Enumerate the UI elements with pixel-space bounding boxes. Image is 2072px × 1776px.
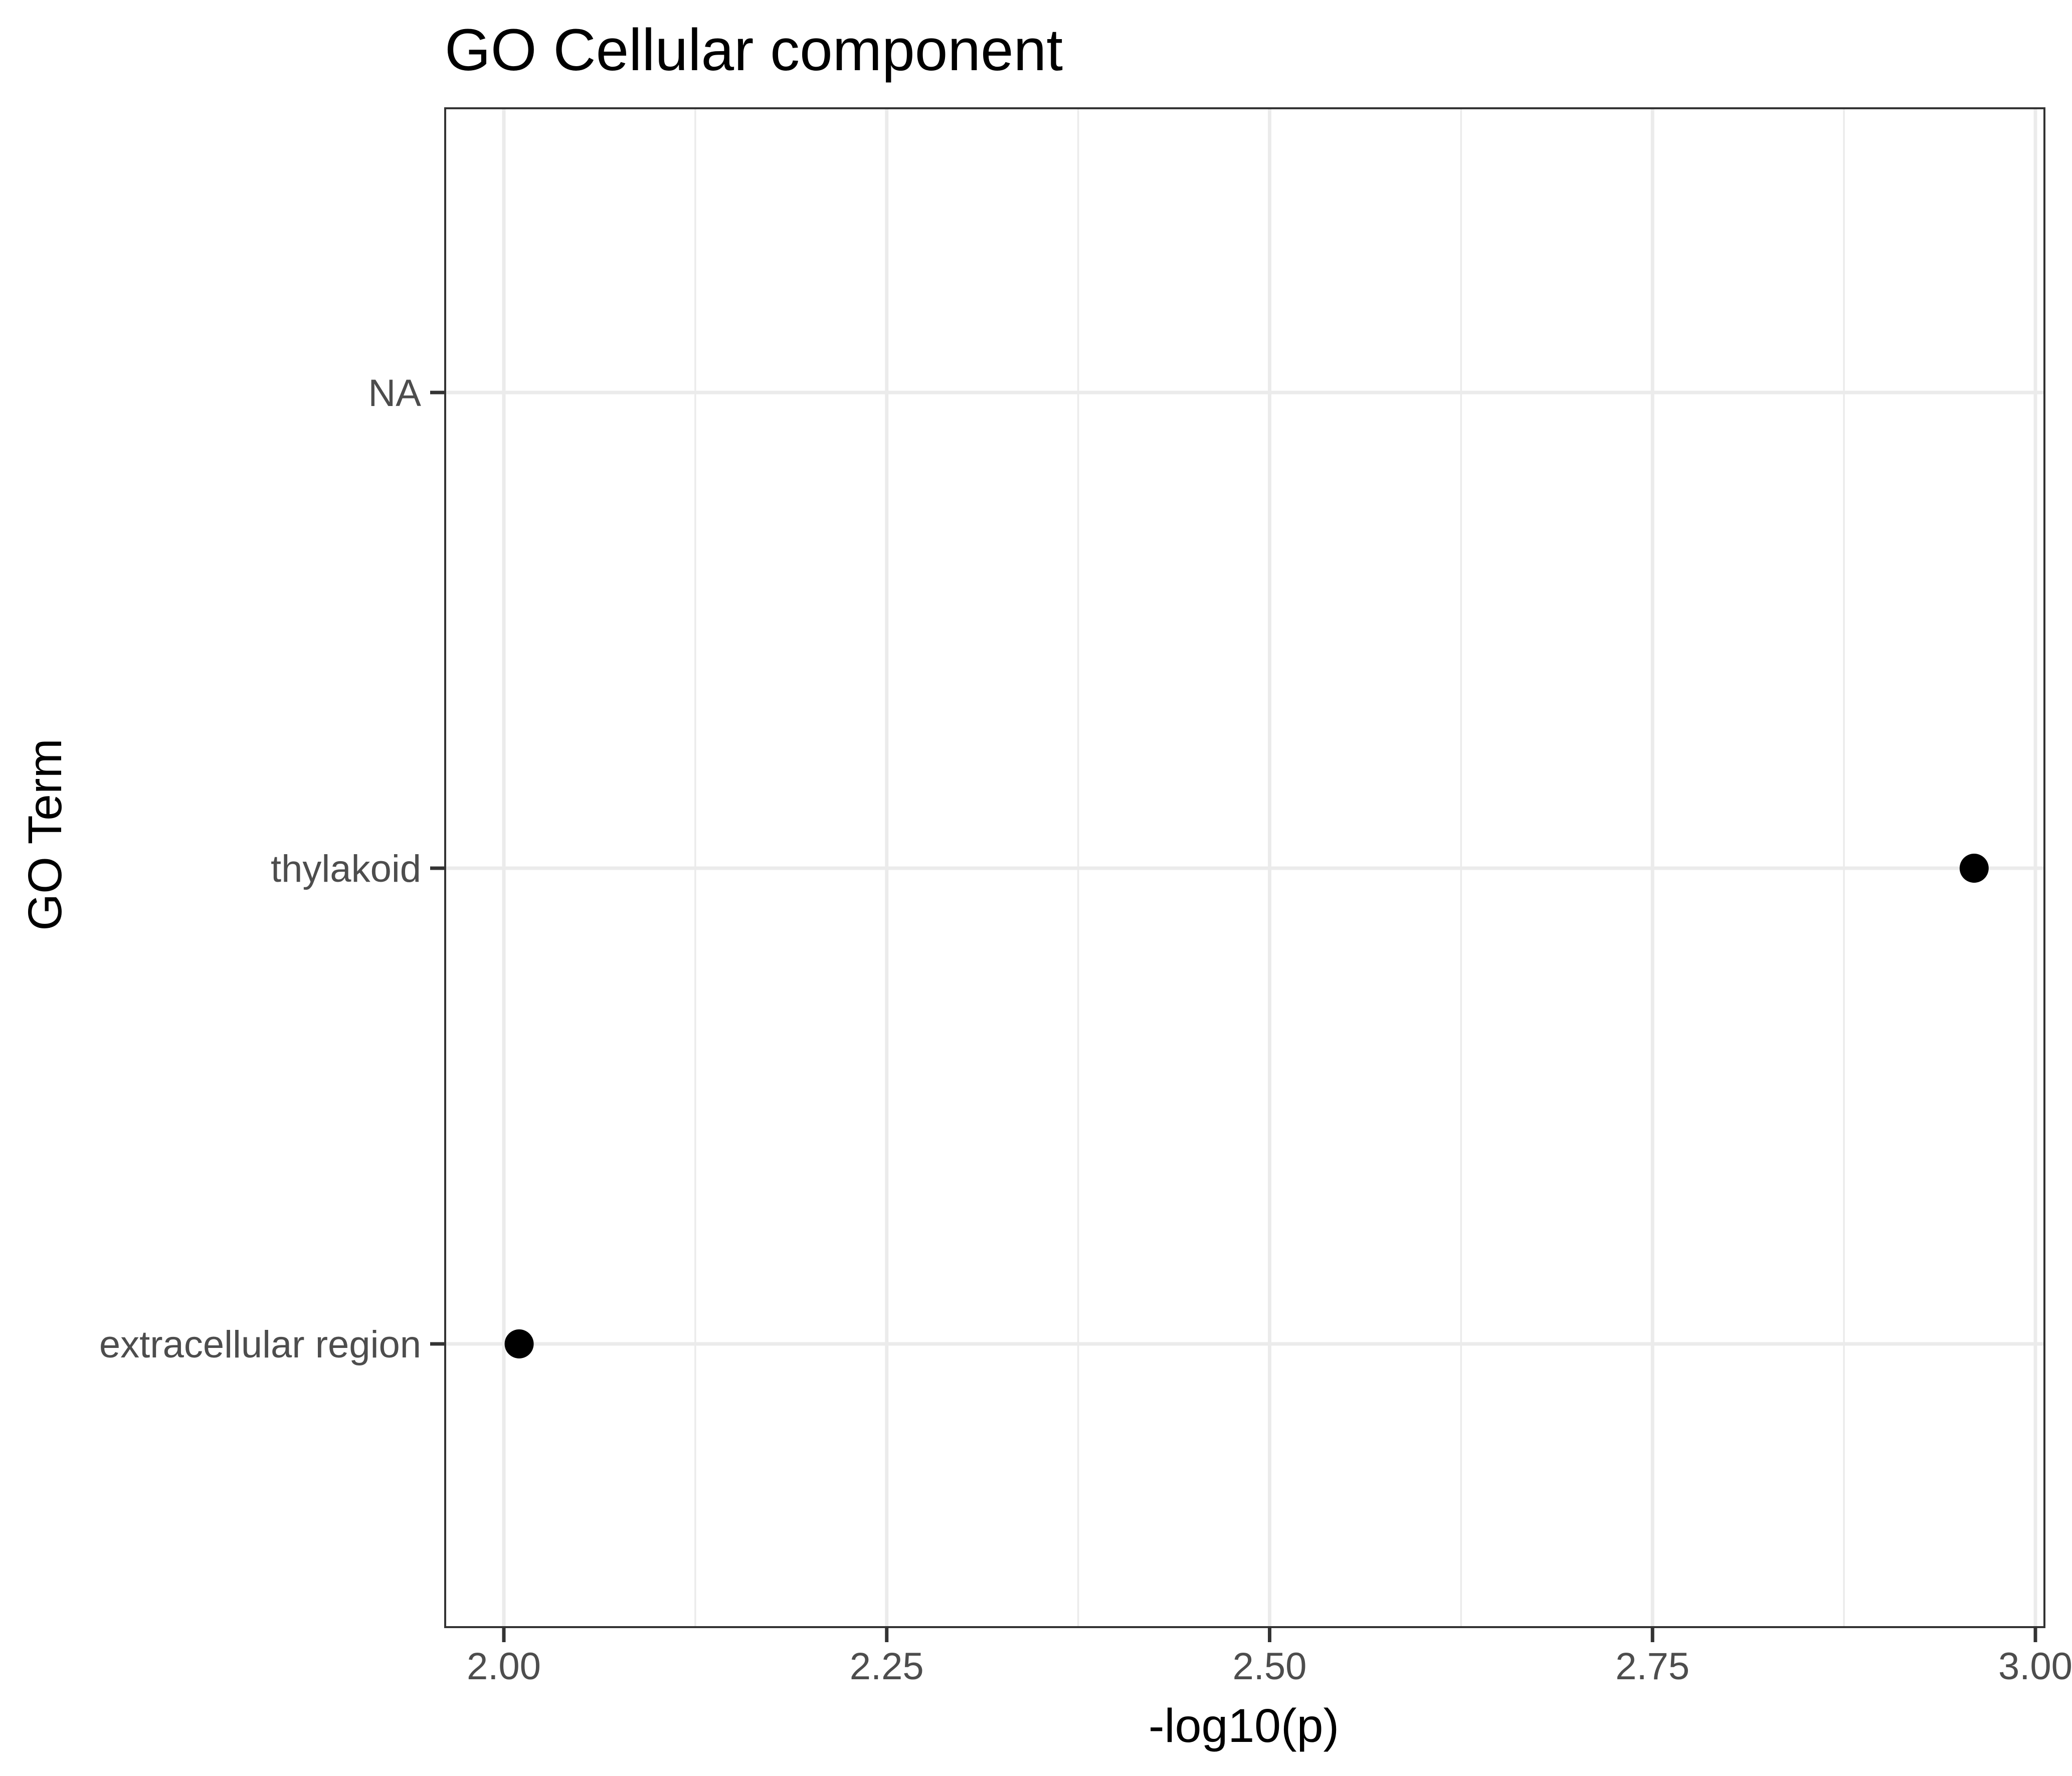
x-tick-label: 3.00 — [1998, 1645, 2072, 1688]
x-tick-label: 2.25 — [850, 1645, 924, 1688]
chart-title: GO Cellular component — [445, 17, 1063, 83]
y-tick-label: NA — [368, 372, 421, 415]
x-tick-label: 2.75 — [1615, 1645, 1689, 1688]
y-axis-title: GO Term — [19, 738, 72, 931]
x-tick-label: 2.50 — [1233, 1645, 1307, 1688]
plot-panel: NA thylakoid extracellular region 2.00 2.25 2… — [99, 107, 2072, 1688]
data-point-thylakoid — [1959, 854, 1989, 883]
x-axis-title: -log10(p) — [1149, 1699, 1339, 1752]
y-tick-label: extracellular region — [99, 1323, 421, 1366]
y-tick-label: thylakoid — [271, 848, 421, 890]
x-tick-label: 2.00 — [467, 1645, 541, 1688]
data-point-extracellular-region — [504, 1329, 534, 1358]
